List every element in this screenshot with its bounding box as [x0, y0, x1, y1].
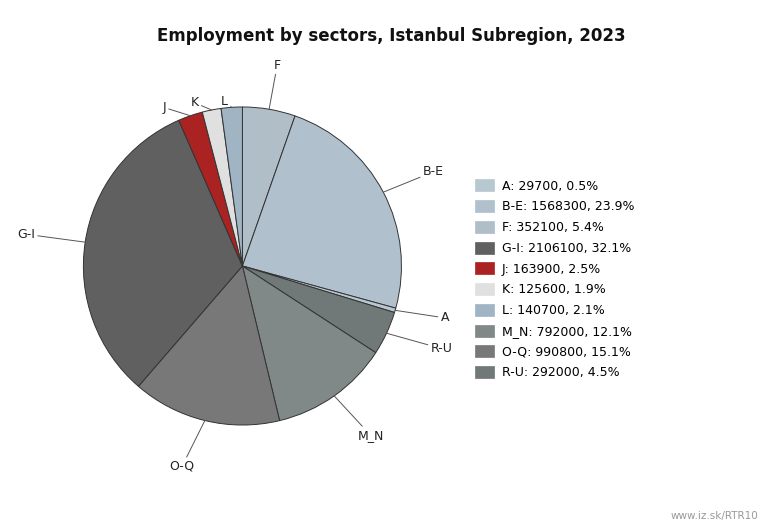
Text: Employment by sectors, Istanbul Subregion, 2023: Employment by sectors, Istanbul Subregio… [156, 27, 626, 45]
Wedge shape [242, 116, 401, 308]
Wedge shape [84, 120, 242, 386]
Text: B-E: B-E [383, 165, 444, 192]
Text: R-U: R-U [386, 333, 453, 355]
Text: F: F [269, 59, 281, 109]
Text: K: K [191, 96, 212, 110]
Wedge shape [138, 266, 280, 425]
Legend: A: 29700, 0.5%, B-E: 1568300, 23.9%, F: 352100, 5.4%, G-I: 2106100, 32.1%, J: 16: A: 29700, 0.5%, B-E: 1568300, 23.9%, F: … [475, 179, 634, 379]
Wedge shape [242, 266, 376, 421]
Text: G-I: G-I [17, 228, 85, 242]
Text: www.iz.sk/RTR10: www.iz.sk/RTR10 [671, 511, 759, 521]
Wedge shape [242, 266, 396, 312]
Text: A: A [395, 310, 449, 325]
Text: M_N: M_N [334, 396, 384, 442]
Wedge shape [242, 266, 394, 353]
Wedge shape [179, 112, 242, 266]
Text: O-Q: O-Q [170, 420, 205, 473]
Text: L: L [221, 95, 231, 108]
Text: J: J [163, 101, 190, 116]
Wedge shape [221, 107, 242, 266]
Wedge shape [242, 107, 295, 266]
Wedge shape [203, 109, 242, 266]
